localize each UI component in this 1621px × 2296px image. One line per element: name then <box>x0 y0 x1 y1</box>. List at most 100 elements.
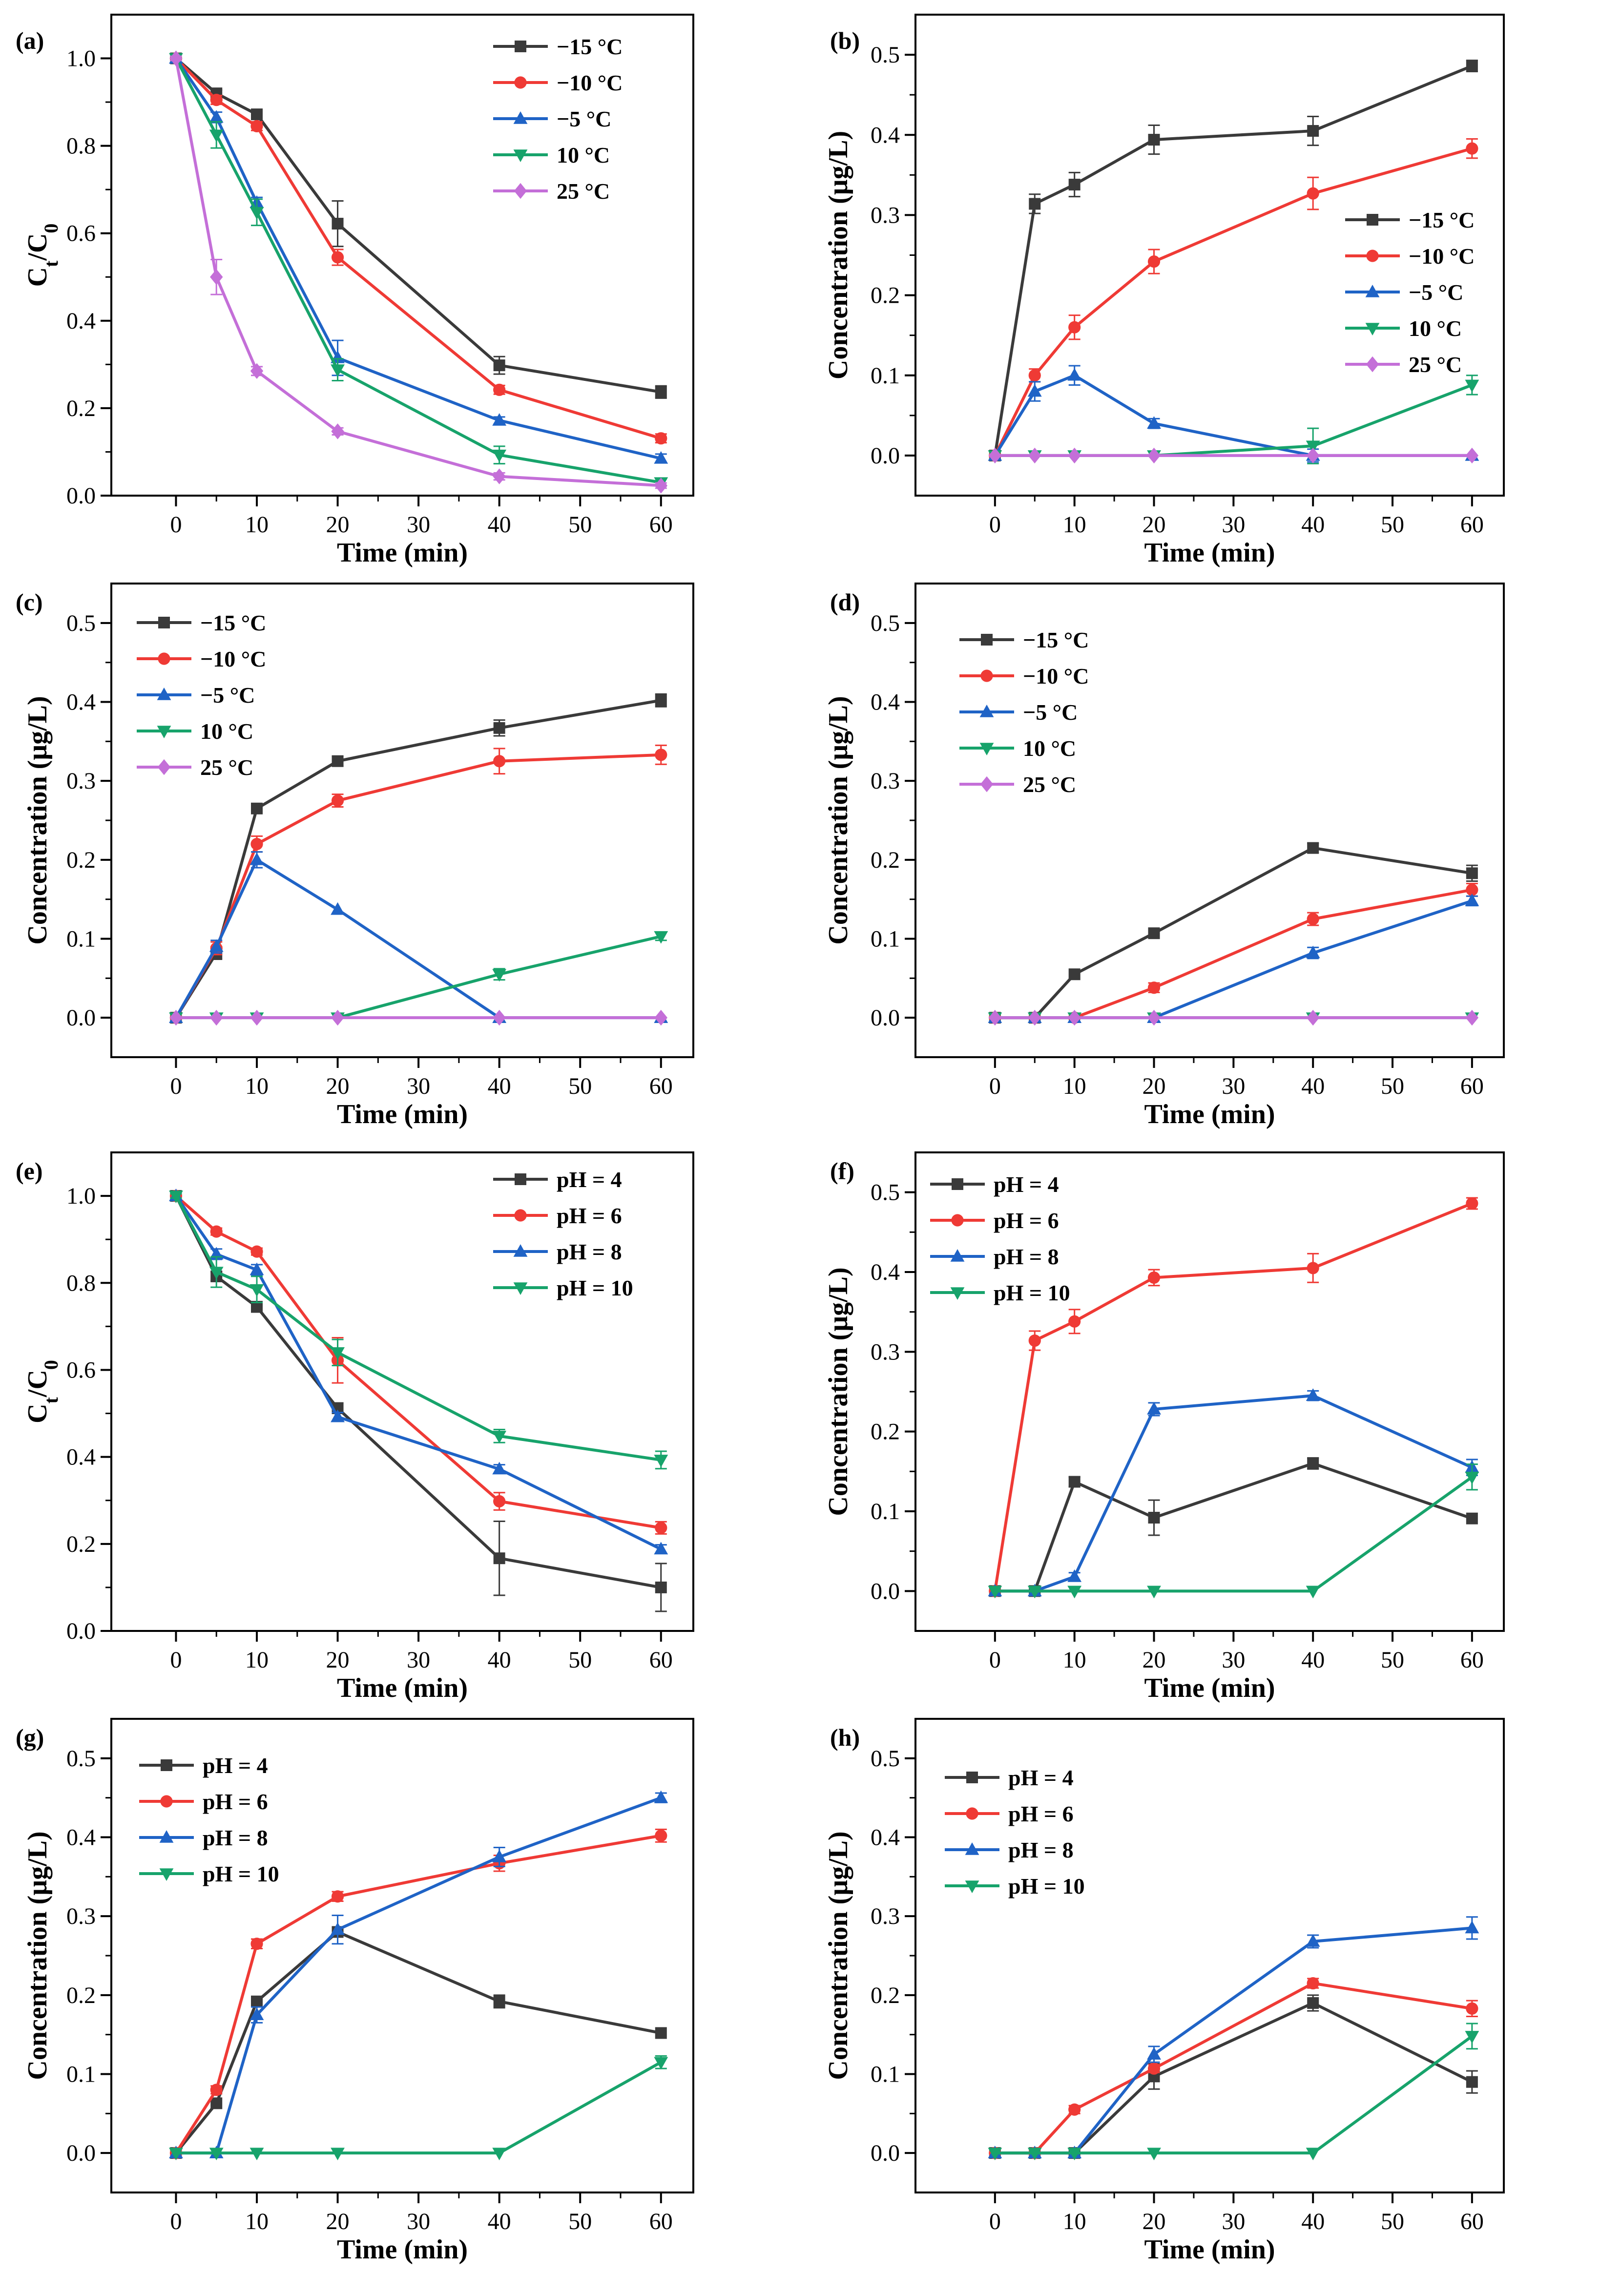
data-point <box>1307 125 1319 137</box>
y-tick-label: 0.2 <box>66 396 96 421</box>
data-point <box>210 2084 223 2096</box>
x-tick-label: 0 <box>989 512 1001 538</box>
legend-label: −15 °C <box>557 34 623 59</box>
data-point <box>169 50 183 66</box>
data-point <box>1147 2062 1161 2075</box>
x-tick-label: 60 <box>649 1073 673 1099</box>
data-point <box>331 1009 344 1026</box>
series-line <box>993 1202 1473 1591</box>
legend-label: 10 °C <box>1023 736 1076 761</box>
x-tick-label: 10 <box>245 1647 269 1673</box>
legend-label: pH = 4 <box>994 1172 1059 1197</box>
data-point <box>1466 883 1478 896</box>
data-point <box>1307 1977 1319 1990</box>
x-axis-title: Time (min) <box>337 538 468 568</box>
legend-item: pH = 6 <box>493 1203 622 1228</box>
y-tick-label: 0.2 <box>66 1983 96 2008</box>
legend-item: −10 °C <box>493 70 623 95</box>
legend-item: −15 °C <box>959 627 1089 652</box>
data-point <box>250 1009 264 1026</box>
legend: pH = 4 pH = 6 pH = 8 pH = 10 <box>493 1167 633 1300</box>
data-point <box>331 364 345 377</box>
data-point <box>1148 927 1160 939</box>
data-point <box>1306 1586 1320 1599</box>
y-axis-title: Concentration (μg/L) <box>22 696 53 944</box>
x-tick-label: 40 <box>1301 2209 1325 2234</box>
legend-label: pH = 10 <box>994 1280 1070 1305</box>
y-tick-label: 0.2 <box>871 1419 900 1445</box>
series-line <box>175 1194 662 1529</box>
data-point <box>1147 2047 1161 2060</box>
data-point <box>1068 179 1081 191</box>
legend-label: pH = 6 <box>1008 1801 1074 1826</box>
series-2 <box>989 882 1478 1024</box>
legend-marker <box>979 705 994 717</box>
data-point <box>331 423 344 439</box>
x-tick-label: 20 <box>326 512 350 538</box>
legend-marker <box>966 1807 978 1820</box>
x-tick-label: 50 <box>1381 1073 1404 1099</box>
panel-label: (f) <box>830 1157 854 1185</box>
data-point <box>209 1267 224 1279</box>
data-point <box>250 363 264 379</box>
x-axis-title: Time (min) <box>1144 1099 1275 1129</box>
x-tick-label: 10 <box>1063 1073 1086 1099</box>
y-tick-label: 0.4 <box>871 1825 900 1851</box>
legend: −15 °C −10 °C −5 °C 10 °C 25 °C <box>959 627 1089 797</box>
legend-marker <box>514 183 527 199</box>
y-tick-label: 0.1 <box>871 1499 900 1524</box>
legend-item: pH = 10 <box>945 1874 1085 1899</box>
legend-marker <box>158 617 170 628</box>
data-point <box>1466 2076 1478 2088</box>
legend-item: −5 °C <box>959 700 1078 725</box>
data-point <box>1465 1920 1479 1934</box>
legend-marker <box>965 1880 979 1893</box>
series-line <box>175 57 662 440</box>
x-tick-label: 10 <box>245 512 269 538</box>
data-point <box>492 969 507 982</box>
x-tick-label: 40 <box>488 2209 511 2234</box>
y-axis-title-part: 0 <box>40 224 62 233</box>
panel-label: (a) <box>16 27 44 54</box>
data-point <box>1466 1512 1478 1524</box>
legend-item: pH = 6 <box>139 1789 268 1814</box>
x-tick-label: 0 <box>170 1647 182 1673</box>
y-tick-label: 0.0 <box>66 2140 96 2166</box>
y-tick-label: 0.4 <box>66 1825 96 1851</box>
x-tick-label: 50 <box>568 1073 592 1099</box>
data-point <box>1067 1586 1082 1599</box>
legend: −15 °C −10 °C −5 °C 10 °C 25 °C <box>493 34 623 204</box>
data-point <box>492 449 507 462</box>
data-point <box>249 207 264 220</box>
y-axis-title-part: /C <box>22 1370 53 1398</box>
x-tick-label: 0 <box>989 2209 1001 2234</box>
series-4 <box>169 2055 668 2161</box>
y-axis-title-part: C <box>22 267 53 287</box>
plot-frame <box>110 583 694 1058</box>
series-5 <box>988 447 1479 464</box>
x-tick-label: 20 <box>1143 2209 1166 2234</box>
series-line <box>994 374 1472 457</box>
data-point <box>331 1922 345 1935</box>
legend-marker <box>950 1249 965 1262</box>
data-point <box>169 2148 183 2161</box>
series-1 <box>989 60 1478 461</box>
data-point <box>1068 1009 1081 1026</box>
legend-item: −10 °C <box>137 647 266 671</box>
panel-label: (b) <box>830 27 860 54</box>
legend-item: pH = 10 <box>139 1861 279 1886</box>
data-point <box>1465 1471 1479 1484</box>
data-point <box>654 451 668 464</box>
x-tick-label: 30 <box>407 1647 430 1673</box>
series-line <box>174 1195 662 1461</box>
legend-marker <box>1367 214 1378 226</box>
data-point <box>1306 2148 1320 2161</box>
y-axis-title: Concentration (μg/L) <box>823 1267 853 1516</box>
data-point <box>654 1790 668 1803</box>
legend: −15 °C −10 °C −5 °C 10 °C 25 °C <box>137 610 266 780</box>
y-tick-label: 0.5 <box>66 1746 96 1772</box>
data-point <box>654 931 668 944</box>
chart-panel-7: (g) 0 10 20 30 40 50 60 0.0 0.1 0.2 0.3 0.4 0.5 Time (… <box>16 1718 694 2265</box>
legend-marker <box>513 1244 528 1257</box>
y-tick-label: 0.8 <box>66 1270 96 1296</box>
